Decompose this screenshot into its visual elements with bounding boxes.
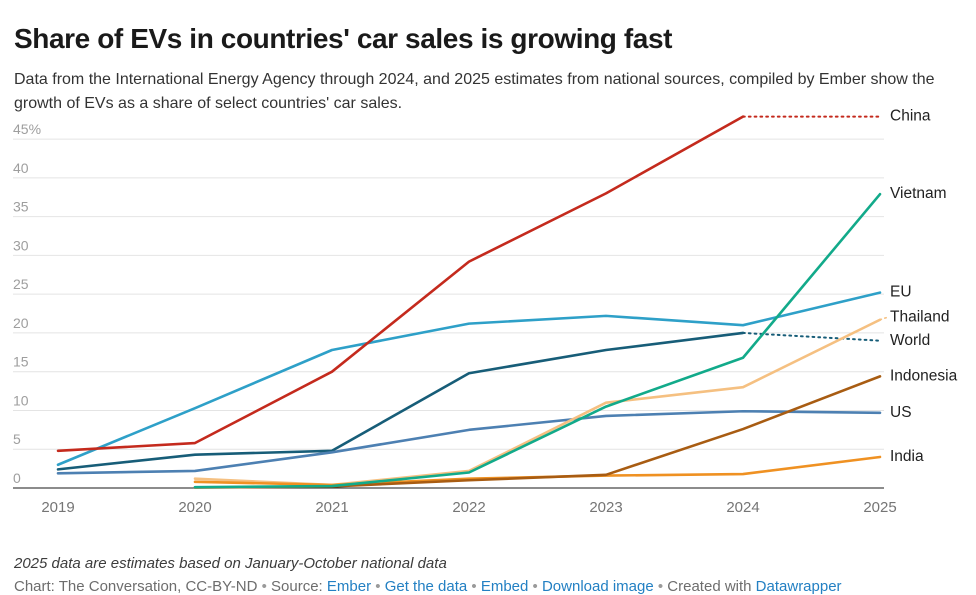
x-tick-label: 2021	[315, 499, 348, 516]
y-tick-label: 0	[13, 470, 21, 486]
link-download-image[interactable]: Download image	[541, 578, 654, 595]
x-tick-label: 2024	[726, 499, 759, 516]
y-tick-label: 40	[13, 160, 29, 176]
bullet-separator: •	[653, 578, 668, 595]
bullet-separator: •	[528, 578, 542, 595]
footnote: 2025 data are estimates based on January…	[14, 555, 447, 572]
byline-credit: Chart: The Conversation, CC-BY-ND	[14, 578, 258, 595]
label-layer: EU World US Thailand India Indonesia China Viet…	[890, 108, 958, 465]
series-line-world	[56, 331, 745, 471]
series-label-thailand: Thailand	[890, 309, 949, 326]
series-label-indonesia: Indonesia	[890, 367, 958, 384]
link-datawrapper[interactable]: Datawrapper	[755, 578, 842, 595]
y-tick-label: 10	[13, 392, 29, 408]
series-label-vietnam: Vietnam	[890, 185, 947, 202]
series-label-world: World	[890, 332, 930, 349]
link-embed[interactable]: Embed	[480, 578, 529, 595]
source-label: Source:	[271, 578, 327, 595]
series-line-us	[56, 409, 882, 475]
link-ember[interactable]: Ember	[326, 578, 372, 595]
y-tick-label: 5	[13, 431, 21, 447]
series-line-vietnam	[193, 192, 882, 489]
series-label-us: US	[890, 404, 912, 421]
series-layer	[56, 115, 888, 489]
y-tick-label: 15	[13, 354, 29, 370]
label-leader-thailand	[879, 316, 888, 321]
y-tick-label: 35	[13, 199, 29, 215]
series-label-india: India	[890, 448, 924, 465]
series-line-china	[56, 115, 745, 453]
y-tick-label: 45%	[13, 121, 41, 137]
x-tick-label: 2025	[863, 499, 896, 516]
y-tick-label: 20	[13, 315, 29, 331]
series-line-india	[193, 455, 882, 487]
series-line-thailand	[193, 318, 882, 487]
x-tick-label: 2019	[41, 499, 74, 516]
series-label-eu: EU	[890, 284, 912, 301]
y-tick-label: 30	[13, 237, 29, 253]
series-estimate-line-world	[742, 331, 881, 342]
x-tick-label: 2020	[178, 499, 211, 516]
page-subtitle: Data from the International Energy Agenc…	[14, 71, 935, 112]
created-with: Created with	[667, 578, 756, 595]
bullet-separator: •	[257, 578, 272, 595]
bullet-separator: •	[371, 578, 385, 595]
page-title: Share of EVs in countries' car sales is …	[14, 22, 673, 54]
bullet-separator: •	[467, 578, 481, 595]
link-get-the-data[interactable]: Get the data	[384, 578, 468, 595]
x-tick-label: 2022	[452, 499, 485, 516]
series-label-china: China	[890, 108, 931, 125]
y-tick-label: 25	[13, 276, 29, 292]
x-tick-label: 2023	[589, 499, 622, 516]
series-line-eu	[56, 291, 882, 467]
byline: Chart: The Conversation, CC-BY-ND • Sour…	[14, 578, 964, 595]
